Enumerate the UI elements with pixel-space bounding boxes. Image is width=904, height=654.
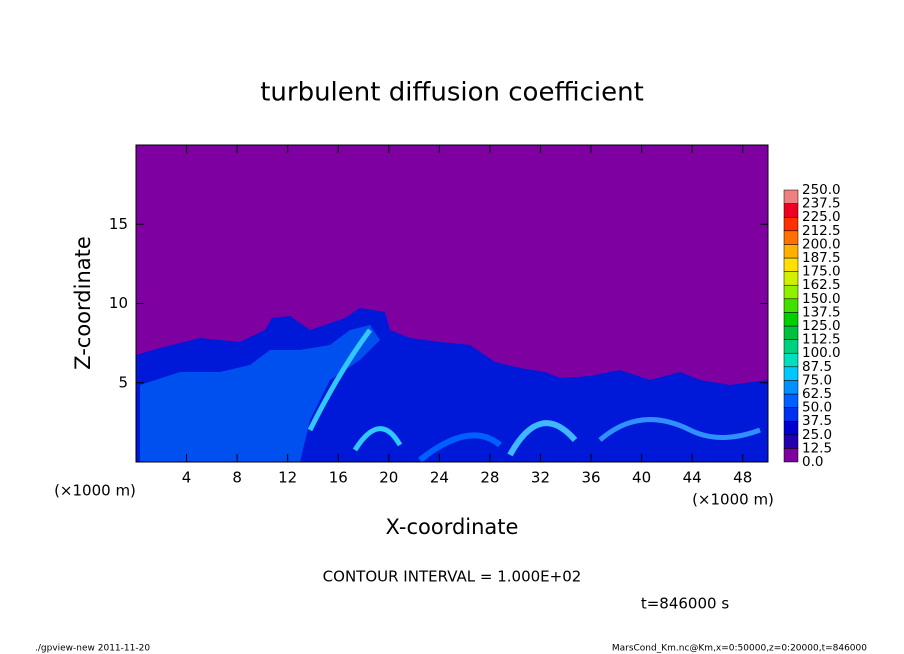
colorbar-label: 225.0 — [802, 209, 841, 225]
colorbar-box — [783, 393, 799, 408]
colorbar-box — [783, 312, 799, 327]
colorbar-label: 0.0 — [802, 454, 823, 470]
colorbar-label: 250.0 — [802, 182, 841, 198]
x-tick-label: 32 — [531, 469, 550, 487]
y-tick-label: 15 — [109, 215, 128, 233]
field-streak — [352, 426, 403, 452]
colorbar-label: 175.0 — [802, 264, 841, 280]
x-axis-label: X-coordinate — [386, 515, 519, 539]
colorbar-box — [783, 366, 799, 381]
x-tick-label: 44 — [683, 469, 702, 487]
colorbar-box — [783, 448, 799, 463]
colorbar-label: 87.5 — [802, 359, 832, 375]
colorbar-box — [783, 216, 799, 232]
footer-right: MarsCond_Km.nc@Km,x=0:50000,z=0:20000,t=… — [612, 644, 867, 654]
colorbar-label: 237.5 — [802, 196, 841, 212]
field — [136, 308, 768, 463]
contour-interval: CONTOUR INTERVAL = 1.000E+02 — [323, 568, 582, 586]
y-axis-label: Z-coordinate — [71, 236, 95, 370]
x-tick-label: 4 — [182, 469, 192, 487]
field-streak — [418, 432, 502, 463]
colorbar-label: 50.0 — [802, 400, 832, 416]
field-region — [140, 325, 380, 462]
colorbar-box — [783, 298, 799, 313]
colorbar-box — [783, 257, 799, 272]
x-tick-label: 36 — [581, 469, 600, 487]
colorbar-box — [783, 434, 799, 449]
colorbar-box — [783, 244, 799, 259]
x-tick-label: 40 — [632, 469, 651, 487]
colorbar-label: 187.5 — [802, 250, 841, 266]
x-tick-label: 48 — [733, 469, 752, 487]
colorbar-box — [783, 420, 799, 436]
x-tick-label: 12 — [278, 469, 297, 487]
x-tick-label: 16 — [329, 469, 348, 487]
colorbar-label: 25.0 — [802, 427, 832, 443]
colorbar-box — [783, 284, 799, 300]
colorbar-label: 212.5 — [802, 223, 841, 239]
field-streak — [307, 328, 373, 432]
x-unit-label: (×1000 m) — [54, 482, 136, 500]
colorbar-label: 112.5 — [802, 332, 841, 348]
colorbar-label: 12.5 — [802, 440, 832, 456]
colorbar-box — [783, 271, 799, 286]
y-tick-label: 5 — [118, 373, 128, 391]
colorbar-label: 125.0 — [802, 318, 841, 334]
x-tick-label: 8 — [232, 469, 242, 487]
x-unit-label: (×1000 m) — [692, 491, 774, 509]
colorbar-box — [783, 339, 799, 354]
colorbar-box — [783, 407, 799, 422]
colorbar-label: 100.0 — [802, 345, 841, 361]
footer-left: ./gpview-new 2011-11-20 — [35, 644, 150, 654]
colorbar-box — [783, 230, 799, 245]
colorbar-box — [783, 380, 799, 395]
colorbar-label: 62.5 — [802, 386, 832, 402]
colorbar-label: 162.5 — [802, 277, 841, 293]
colorbar-box — [783, 203, 799, 218]
x-tick-label: 24 — [430, 469, 449, 487]
colorbar-box — [783, 325, 799, 340]
time-label: t=846000 s — [641, 595, 729, 613]
colorbar-label: 150.0 — [802, 291, 841, 307]
y-tick-label: 10 — [109, 294, 128, 312]
colorbar-label: 75.0 — [802, 372, 832, 388]
colorbar-label: 200.0 — [802, 236, 841, 252]
x-tick-label: 20 — [379, 469, 398, 487]
colorbar-box — [783, 352, 799, 368]
field-streak — [598, 417, 761, 442]
colorbar-label: 37.5 — [802, 413, 832, 429]
colorbar-label: 137.5 — [802, 304, 841, 320]
colorbar-box — [783, 189, 799, 204]
x-tick-label: 28 — [480, 469, 499, 487]
field-streak — [507, 420, 578, 457]
chart-title: turbulent diffusion coefficient — [260, 78, 644, 108]
